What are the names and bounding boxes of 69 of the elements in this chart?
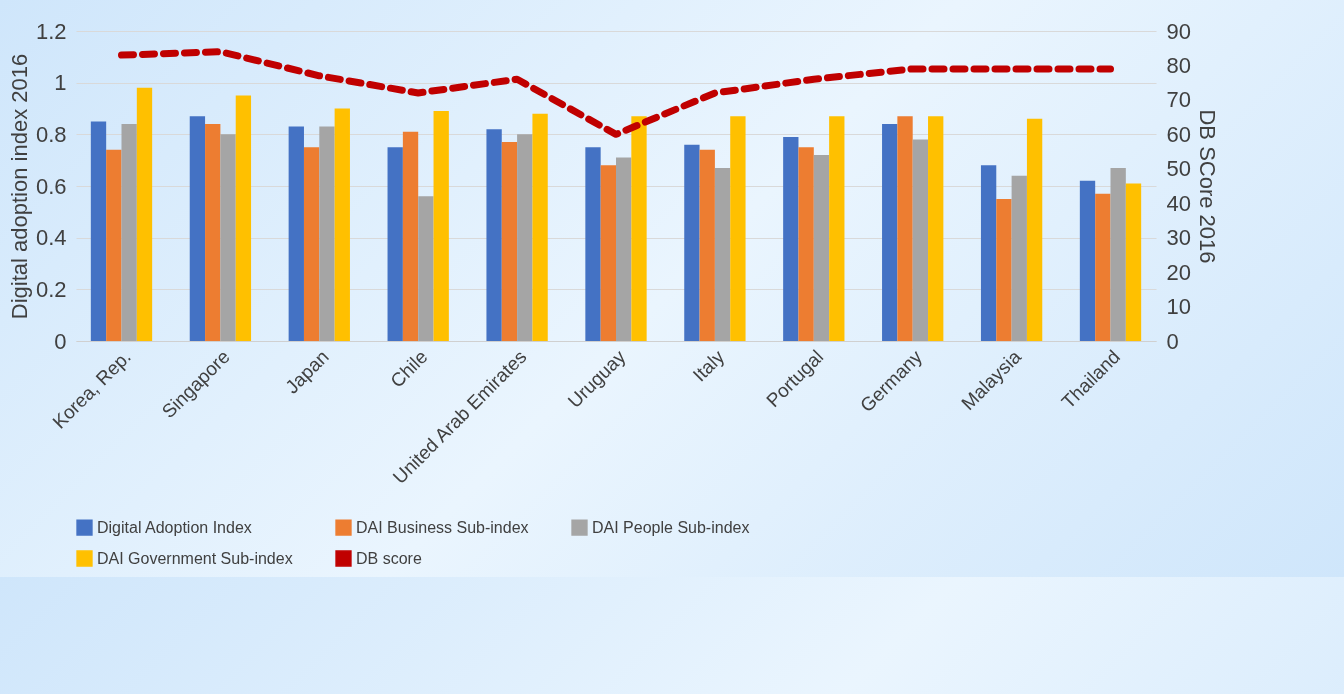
- legend-label: DB score: [356, 549, 422, 567]
- bar: [235, 95, 252, 341]
- y-tick-label: 0.8: [35, 121, 67, 147]
- bar: [90, 121, 107, 341]
- bar: [205, 124, 221, 341]
- y-tick-label: 0.4: [35, 225, 67, 251]
- bar: [730, 116, 746, 341]
- bar: [684, 144, 700, 341]
- legend-label: DAI Government Sub-index: [97, 549, 293, 567]
- bar: [829, 116, 845, 341]
- bar: [1110, 167, 1126, 341]
- bar: [532, 113, 548, 341]
- bar: [1095, 193, 1111, 341]
- bar: [433, 111, 449, 341]
- bar: [813, 155, 830, 341]
- bar: [928, 116, 944, 341]
- y2-tick-label: 20: [1166, 259, 1191, 285]
- bar: [912, 139, 929, 341]
- bar: [486, 129, 502, 341]
- y-tick-label: 0.6: [35, 173, 67, 199]
- y2-tick-label: 60: [1166, 121, 1191, 147]
- y2-tick-label: 0: [1166, 328, 1179, 354]
- bar: [1125, 183, 1142, 341]
- bar: [220, 134, 236, 341]
- y2-tick-label: 90: [1166, 18, 1191, 44]
- y-tick-label: 0: [54, 328, 67, 354]
- legend-label: Digital Adoption Index: [97, 518, 252, 536]
- bar: [600, 165, 616, 341]
- bar: [517, 134, 533, 341]
- bar: [319, 126, 335, 341]
- y2-tick-label: 50: [1166, 156, 1191, 182]
- y2-tick-label: 80: [1166, 52, 1191, 78]
- bar: [699, 149, 715, 341]
- bar: [1011, 175, 1027, 341]
- x-tick-label: Italy: [688, 345, 729, 386]
- bar: [980, 165, 997, 341]
- y2-tick-label: 30: [1166, 225, 1191, 251]
- y2-tick-label: 70: [1166, 87, 1191, 113]
- bar: [798, 147, 814, 341]
- bar: [631, 116, 647, 341]
- bar: [897, 116, 913, 341]
- bar: [136, 87, 153, 341]
- bar: [585, 147, 601, 341]
- bar: [996, 198, 1012, 341]
- bar: [501, 142, 518, 341]
- bar: [334, 108, 350, 341]
- y2-axis-title: DB SCore 2016: [1194, 109, 1220, 264]
- bar: [106, 149, 122, 341]
- bar: [303, 147, 320, 341]
- y-tick-label: 0.2: [35, 276, 67, 302]
- bar: [189, 116, 206, 341]
- bar: [288, 126, 304, 341]
- bar: [616, 157, 632, 341]
- y2-tick-label: 40: [1166, 190, 1191, 216]
- bar: [882, 124, 898, 341]
- y-tick-label: 1: [54, 70, 67, 96]
- bar: [783, 136, 799, 341]
- bar: [121, 124, 137, 341]
- bar: [1026, 118, 1043, 341]
- bar: [418, 196, 434, 341]
- bar: [1079, 180, 1096, 341]
- y-tick-label: 1.2: [35, 18, 67, 44]
- bar: [387, 147, 403, 341]
- y-axis-title: Digital adoption index 2016: [6, 53, 32, 320]
- bar: [402, 131, 419, 341]
- bar: [714, 167, 731, 341]
- legend-label: DAI Business Sub-index: [356, 518, 529, 536]
- legend-label: DAI People Sub-index: [592, 518, 750, 536]
- y2-tick-label: 10: [1166, 294, 1191, 320]
